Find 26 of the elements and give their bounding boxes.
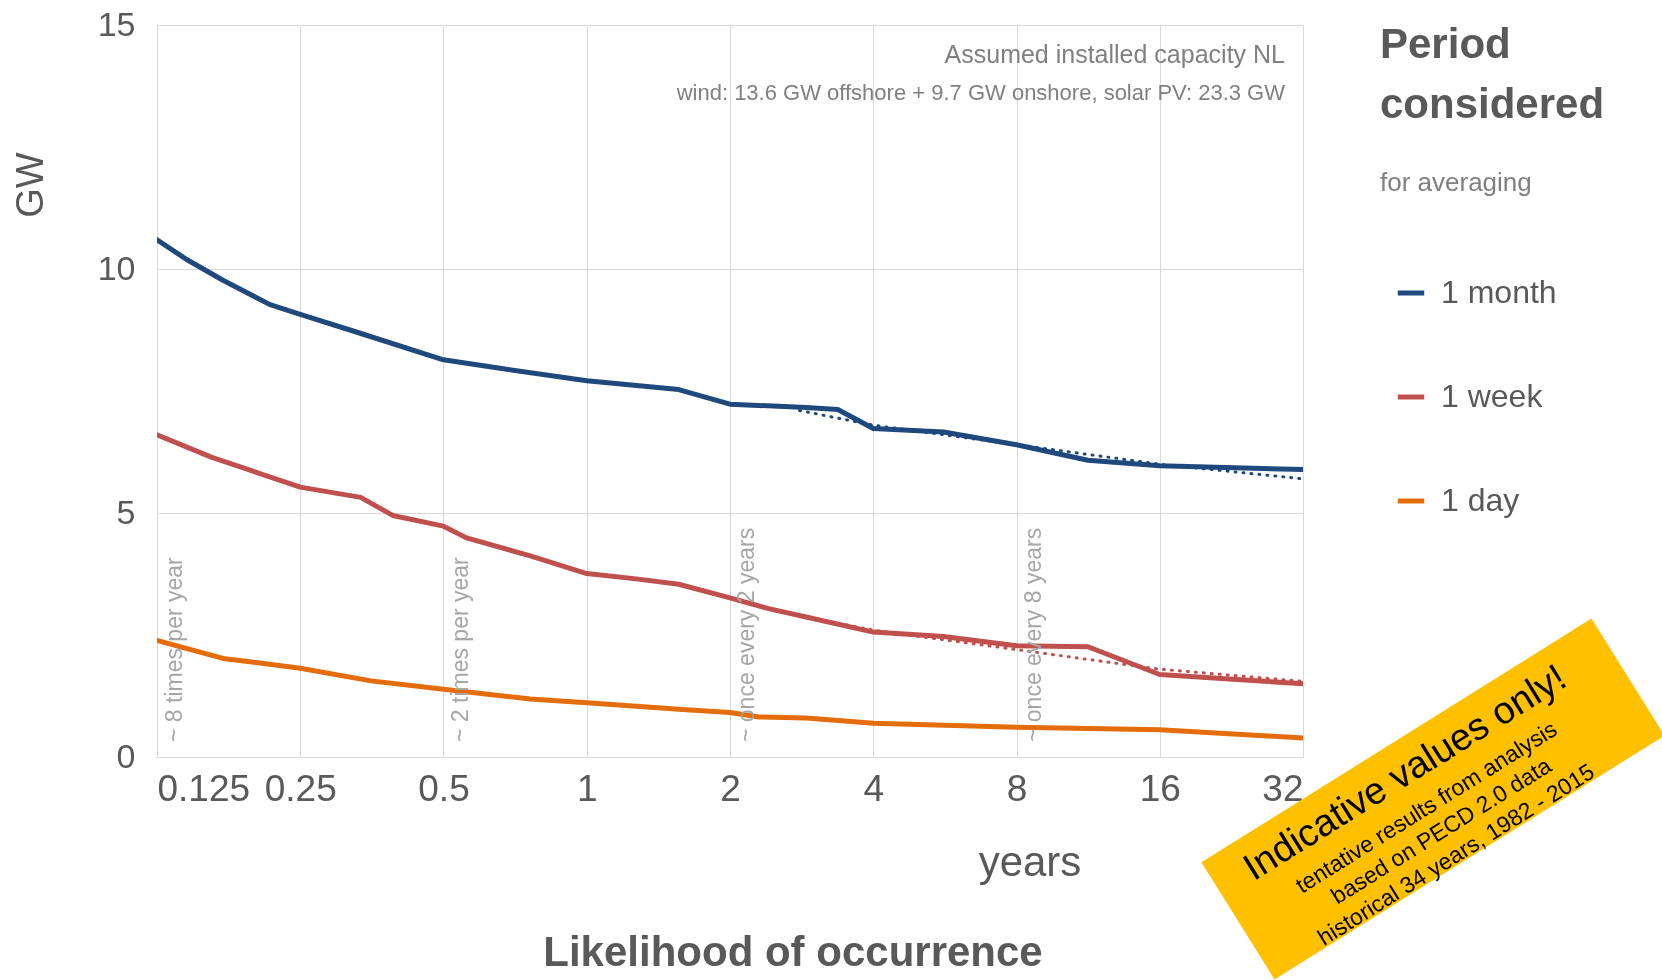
y-tick-label: 15 [97,4,136,43]
y-tick-label: 10 [97,248,136,287]
y-axis-title: GW [9,152,51,218]
annotation: ~ 8 times per year [161,556,187,742]
text: for averaging [1380,167,1532,197]
legend-label: 1 week [1441,378,1544,414]
legend-label: 1 month [1441,274,1557,310]
legend-label: 1 day [1441,482,1520,518]
annotation: Assumed installed capacity NL [944,40,1286,68]
legend-title: Period considered [1380,20,1605,127]
x-tick-label: 0.25 [264,767,337,809]
annotation: wind: 13.6 GW offshore + 9.7 GW onshore, solar PV: 23.3 GW [675,80,1286,105]
x-tick-label: 2 [720,767,741,809]
text: Likelihood of occurrence [543,928,1043,975]
x-tick-label: 4 [863,767,885,809]
y-tick-label: 0 [116,736,136,775]
annotation: ~ 2 times per year [447,556,473,742]
x-tick-label: 16 [1139,767,1181,809]
x-axis-title: years [978,838,1082,885]
x-tick-label: 8 [1006,767,1028,809]
x-tick-label: 0.125 [157,767,251,809]
annotation: ~ once every 2 years [733,527,759,742]
x-tick-label: 0.5 [418,767,470,809]
x-tick-label: 1 [576,767,598,809]
y-tick-label: 5 [116,492,136,531]
annotation: ~ once every 8 years [1020,527,1046,742]
